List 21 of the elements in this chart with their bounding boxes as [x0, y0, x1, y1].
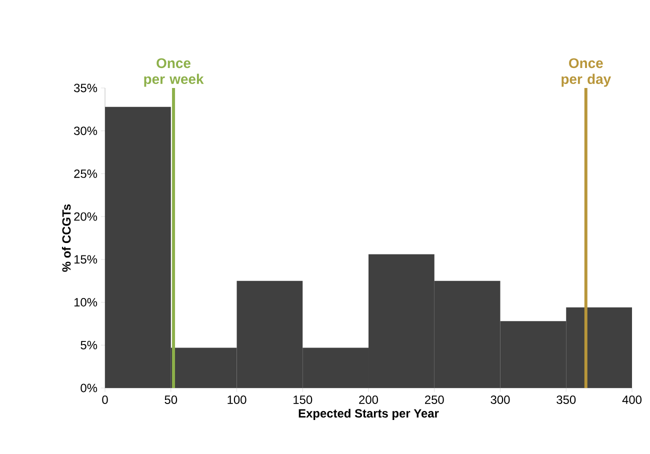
y-tick-label: 30% — [74, 126, 98, 136]
x-tick-label: 100 — [228, 396, 246, 404]
x-tick-label: 50 — [164, 396, 178, 404]
x-tick-label: 200 — [359, 396, 378, 404]
y-tick-label: 20% — [74, 212, 98, 221]
x-tick-label: 0 — [102, 396, 108, 404]
x-tick-label: 250 — [425, 396, 444, 404]
y-tick-label: 15% — [74, 255, 98, 264]
x-axis-title: Expected Starts per Year — [298, 408, 439, 420]
y-tick-label: 5% — [80, 340, 98, 350]
x-tick-label: 150 — [294, 396, 312, 404]
x-tick-label: 300 — [490, 396, 510, 404]
x-tick-label: 350 — [556, 396, 576, 404]
ref-line-label: Once per day — [562, 58, 612, 87]
y-tick-label: 0% — [80, 384, 98, 392]
y-axis-title: % of CCGTs — [62, 204, 71, 272]
ref-line-label: Once per week — [144, 58, 204, 87]
y-tick-label: 10% — [74, 298, 98, 306]
y-tick-label: 25% — [74, 169, 98, 178]
x-tick-label: 400 — [622, 396, 642, 404]
y-tick-label: 35% — [74, 84, 98, 92]
